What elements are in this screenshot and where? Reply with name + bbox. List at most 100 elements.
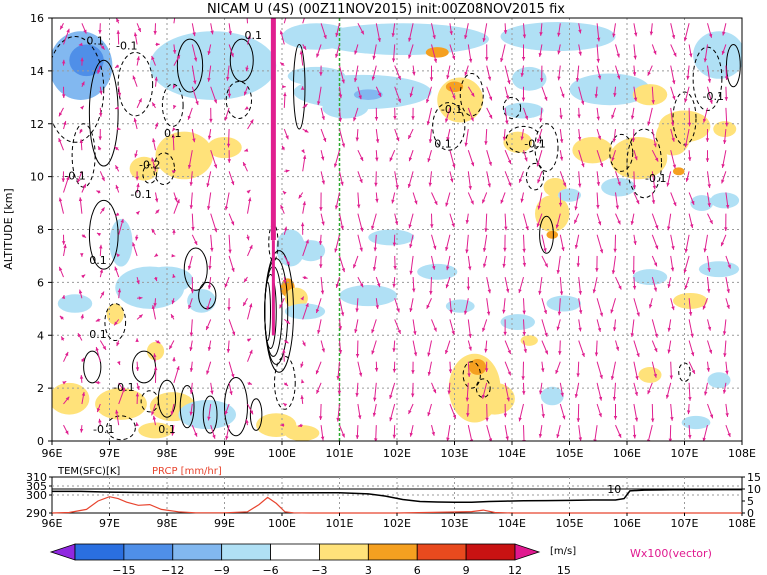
vector-arrowhead bbox=[727, 264, 731, 269]
vector-arrowhead bbox=[574, 219, 578, 224]
shading-patch bbox=[681, 415, 711, 430]
vector-arrowhead bbox=[207, 135, 212, 140]
vector-arrowhead bbox=[302, 342, 306, 347]
vector-arrowhead bbox=[245, 419, 249, 424]
vector-arrowhead bbox=[543, 248, 547, 253]
vector-arrowhead bbox=[488, 161, 492, 166]
vector-arrowhead bbox=[653, 50, 657, 55]
y-tick-label: 10 bbox=[30, 171, 44, 184]
vector-arrowhead bbox=[581, 163, 585, 168]
vector-arrowhead bbox=[445, 118, 449, 123]
vector-arrowhead bbox=[561, 247, 565, 252]
vector-arrowhead bbox=[82, 234, 87, 238]
vector-arrowhead bbox=[375, 305, 379, 309]
vector-arrowhead bbox=[557, 50, 561, 55]
vector-arrowhead bbox=[231, 331, 236, 336]
vector-arrowhead bbox=[612, 138, 617, 143]
vector-arrowhead bbox=[102, 345, 106, 350]
vector-arrowhead bbox=[80, 357, 85, 362]
vector-arrowhead bbox=[615, 205, 620, 210]
x-axis: 96E 97E 98E 99E 100E 101E 102E 103E 104E 105E 106E… bbox=[42, 441, 756, 460]
vector-arrowhead bbox=[411, 393, 415, 398]
vector-arrowhead bbox=[504, 226, 508, 231]
vector-arrowhead bbox=[392, 283, 396, 288]
vector-arrowhead bbox=[62, 381, 67, 385]
vector-arrowhead bbox=[377, 38, 381, 42]
vector-arrowhead bbox=[355, 137, 360, 142]
vector-arrowhead bbox=[336, 417, 340, 422]
vector-arrowhead bbox=[79, 129, 83, 134]
contour-label-layer: 0.1 -0.1 0.1 0.1 -0.2 -0.1 -0.1 0.1 0.1 -0.1 -0.1 0… bbox=[64, 29, 724, 436]
vector-arrowhead bbox=[389, 417, 393, 422]
vector-arrowhead bbox=[599, 374, 603, 379]
vector-arrowhead bbox=[321, 221, 325, 226]
vector-arrowhead bbox=[151, 157, 155, 162]
vector-arrowhead bbox=[245, 67, 249, 72]
contour-negative bbox=[106, 415, 136, 441]
vector-arrowhead bbox=[557, 76, 561, 81]
vector-arrowhead bbox=[98, 136, 102, 141]
vector-arrowhead bbox=[488, 438, 493, 441]
vector-arrowhead bbox=[594, 94, 599, 98]
contour-negative bbox=[525, 162, 545, 191]
vector-arrowhead bbox=[353, 117, 357, 122]
contour-negative bbox=[161, 83, 184, 127]
vector-arrowhead bbox=[541, 368, 545, 373]
surface-left-tick-label: 300 bbox=[26, 489, 47, 502]
contour-positive bbox=[202, 395, 218, 434]
vector-arrowhead bbox=[227, 93, 232, 98]
vector-arrowhead bbox=[507, 159, 512, 164]
vector-arrowhead bbox=[65, 351, 69, 356]
vector-arrowhead bbox=[171, 170, 176, 174]
vector-arrowhead bbox=[487, 289, 491, 294]
vector-arrowhead bbox=[537, 205, 541, 210]
vector-arrowhead bbox=[522, 391, 526, 395]
contour-negative bbox=[534, 123, 559, 172]
vector-arrowhead bbox=[335, 32, 339, 37]
vector-arrowhead bbox=[559, 291, 564, 296]
vector-arrowhead bbox=[408, 54, 412, 59]
contour-label: 0.1 bbox=[164, 127, 182, 140]
vector-arrowhead bbox=[667, 284, 671, 288]
vector-arrowhead bbox=[411, 116, 415, 120]
contour-label: -0.1 bbox=[441, 103, 462, 116]
vector-arrowhead bbox=[408, 224, 412, 229]
vector-arrowhead bbox=[651, 100, 655, 104]
vector-arrowhead bbox=[115, 165, 119, 170]
vector-arrowhead bbox=[61, 295, 66, 299]
vector-arrowhead bbox=[120, 387, 125, 392]
vector-arrowhead bbox=[355, 353, 360, 358]
vector-arrowhead bbox=[630, 115, 635, 120]
vector-arrowhead bbox=[709, 414, 714, 419]
vector-arrowhead bbox=[170, 411, 174, 416]
vector-arrowhead bbox=[63, 121, 67, 125]
vector-arrowhead bbox=[77, 333, 82, 338]
vector-arrowhead bbox=[451, 55, 456, 60]
vector-arrowhead bbox=[468, 346, 472, 351]
vector-arrowhead bbox=[653, 262, 658, 267]
vector-arrowhead bbox=[336, 376, 340, 380]
vector-arrowhead bbox=[578, 29, 582, 34]
vector-arrowhead bbox=[433, 245, 437, 250]
shading-patch bbox=[609, 136, 668, 180]
vector-arrowhead bbox=[391, 199, 395, 204]
vector-arrowhead bbox=[451, 223, 455, 228]
vector-arrowhead bbox=[375, 157, 379, 162]
vector-arrowhead bbox=[592, 289, 597, 294]
vector-arrowhead bbox=[724, 97, 729, 101]
shading-patch bbox=[57, 294, 93, 313]
vector-arrowhead bbox=[282, 349, 286, 353]
vector-arrowhead bbox=[340, 181, 344, 186]
vector-arrowhead bbox=[224, 410, 228, 415]
shading-patch bbox=[546, 230, 558, 239]
vector-arrowhead bbox=[80, 105, 84, 110]
x-tick-label: 97E bbox=[99, 447, 120, 460]
vector-arrowhead bbox=[467, 373, 471, 377]
vector-arrowhead bbox=[632, 434, 637, 439]
vector-arrowhead bbox=[152, 102, 156, 107]
vector-arrowhead bbox=[58, 197, 63, 202]
vector-arrowhead bbox=[654, 245, 659, 250]
vector-arrowhead bbox=[445, 202, 449, 207]
vector-arrow bbox=[173, 18, 176, 24]
